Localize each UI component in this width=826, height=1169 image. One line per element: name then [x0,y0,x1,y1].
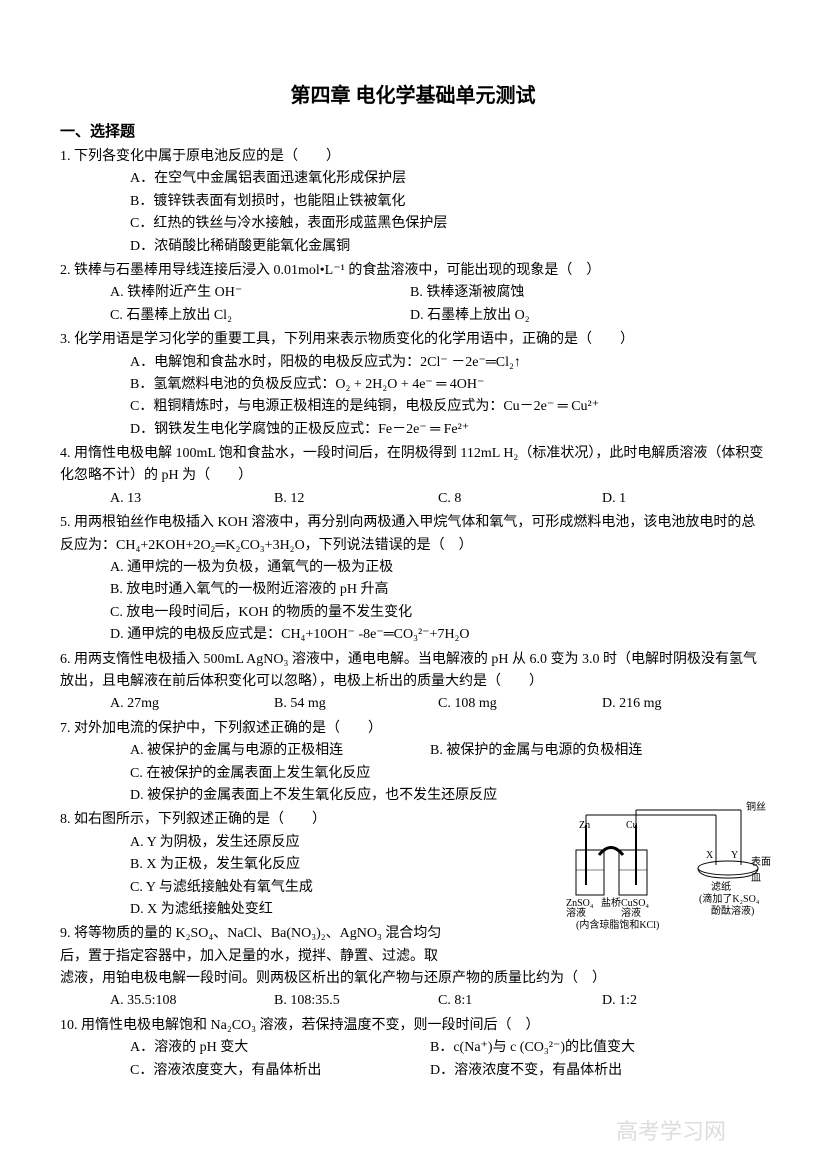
q5-option-c: C. 放电一段时间后，KOH 的物质的量不发生变化 [110,602,766,624]
q4-option-a: A. 13 [110,488,274,510]
q2-option-b: B. 铁棒逐渐被腐蚀 [410,282,766,304]
q6-option-c: C. 108 mg [438,693,602,715]
q2-option-a: A. 铁棒附近产生 OH⁻ [110,282,410,304]
q1-option-b: B．镀锌铁表面有划损时，也能阻止铁被氧化 [130,191,766,213]
label-x: X [706,848,713,864]
label-y: Y [731,848,738,864]
section-header: 一、选择题 [60,120,766,144]
question-2: 2. 铁棒与石墨棒用导线连接后浸入 0.01mol•L⁻¹ 的食盐溶液中，可能出… [60,260,766,327]
q3-option-a: A．电解饱和食盐水时，阳极的电极反应式为：2Cl⁻ －2e⁻═Cl₂↑ [130,352,766,374]
q3-option-d: D．钢铁发生电化学腐蚀的正极反应式：Fe－2e⁻ ═ Fe²⁺ [130,419,766,441]
q6-option-a: A. 27mg [110,693,274,715]
q10-option-c: C．溶液浓度变大，有晶体析出 [130,1060,430,1082]
q10-option-b: B．c(Na⁺)与 c (CO₃²⁻)的比值变大 [430,1037,766,1059]
q4-option-d: D. 1 [602,488,766,510]
label-tongsi: 铜丝 [746,800,766,816]
question-3: 3. 化学用语是学习化学的重要工具，下列用来表示物质变化的化学用语中，正确的是（… [60,329,766,441]
q10-stem: 10. 用惰性电极电解饱和 Na₂CO₃ 溶液，若保持温度不变，则一段时间后（ … [60,1015,766,1037]
question-10: 10. 用惰性电极电解饱和 Na₂CO₃ 溶液，若保持温度不变，则一段时间后（ … [60,1015,766,1082]
q5-stem: 5. 用两根铂丝作电极插入 KOH 溶液中，再分别向两极通入甲烷气体和氧气，可形… [60,512,766,557]
label-fentai: 酚酞溶液) [711,904,754,920]
q2-option-c: C. 石墨棒上放出 Cl₂ [110,305,410,327]
q7-option-b: B. 被保护的金属与电源的负极相连 [430,740,766,762]
q10-option-a: A．溶液的 pH 变大 [130,1037,430,1059]
q9-option-a: A. 35.5:108 [110,990,274,1012]
question-7: 7. 对外加电流的保护中，下列叙述正确的是（ ） A. 被保护的金属与电源的正极… [60,718,766,808]
question-5: 5. 用两根铂丝作电极插入 KOH 溶液中，再分别向两极通入甲烷气体和氧气，可形… [60,512,766,646]
q4-stem: 4. 用惰性电极电解 100mL 饱和食盐水，一段时间后，在阴极得到 112mL… [60,443,766,488]
q3-option-b: B．氢氧燃料电池的负极反应式：O₂ + 2H₂O + 4e⁻ ═ 4OH⁻ [130,374,766,396]
watermark: 高考学习网 [616,1114,726,1149]
page-title: 第四章 电化学基础单元测试 [60,80,766,112]
question-4: 4. 用惰性电极电解 100mL 饱和食盐水，一段时间后，在阴极得到 112mL… [60,443,766,510]
q3-option-c: C．粗铜精炼时，与电源正极相连的是纯铜，电极反应式为：Cu－2e⁻ ═ Cu²⁺ [130,396,766,418]
question-1: 1. 下列各变化中属于原电池反应的是（ ） A．在空气中金属铝表面迅速氧化形成保… [60,146,766,258]
q5-option-a: A. 通甲烷的一极为负极，通氧气的一极为正极 [110,557,766,579]
q9-option-d: D. 1:2 [602,990,766,1012]
q9-stem3: 滤液，用铂电极电解一段时间。则两极区析出的氧化产物与还原产物的质量比约为（ ） [60,968,766,990]
q1-option-c: C．红热的铁丝与冷水接触，表面形成蓝黑色保护层 [130,213,766,235]
q9-option-b: B. 108:35.5 [274,990,438,1012]
label-yanqiao: 盐桥 [601,896,621,912]
q9-stem2: 后，置于指定容器中，加入足量的水，搅拌、静置、过滤。取 [60,946,766,968]
label-zn: Zn [579,818,590,834]
label-cu: Cu [626,818,638,834]
q7-stem: 7. 对外加电流的保护中，下列叙述正确的是（ ） [60,718,766,740]
q5-option-d: D. 通甲烷的电极反应式是：CH₄+10OH⁻ -8e⁻═CO₃²⁻+7H₂O [110,624,766,646]
q6-option-b: B. 54 mg [274,693,438,715]
figure-diagram: Zn Cu ZnSO₄ 溶液 CuSO₄ 溶液 盐桥 (内含琼脂饱和KCl) 铜… [571,800,771,930]
q10-option-d: D．溶液浓度不变，有晶体析出 [430,1060,766,1082]
q2-stem: 2. 铁棒与石墨棒用导线连接后浸入 0.01mol•L⁻¹ 的食盐溶液中，可能出… [60,260,766,282]
label-biaomianmin: 表面皿 [751,855,771,887]
label-note: (内含琼脂饱和KCl) [576,918,659,934]
q2-option-d: D. 石墨棒上放出 O₂ [410,305,766,327]
question-6: 6. 用两支惰性电极插入 500mL AgNO₃ 溶液中，通电电解。当电解液的 … [60,649,766,716]
q6-option-d: D. 216 mg [602,693,766,715]
q4-option-b: B. 12 [274,488,438,510]
q1-option-a: A．在空气中金属铝表面迅速氧化形成保护层 [130,168,766,190]
q9-option-c: C. 8:1 [438,990,602,1012]
q5-option-b: B. 放电时通入氧气的一极附近溶液的 pH 升高 [110,579,766,601]
question-9: 9. 将等物质的量的 K₂SO₄、NaCl、Ba(NO₃)₂、AgNO₃ 混合均… [60,923,766,1013]
q4-option-c: C. 8 [438,488,602,510]
q7-option-a: A. 被保护的金属与电源的正极相连 [130,740,430,762]
q3-stem: 3. 化学用语是学习化学的重要工具，下列用来表示物质变化的化学用语中，正确的是（… [60,329,766,351]
q7-option-c: C. 在被保护的金属表面上发生氧化反应 [130,763,766,785]
q1-option-d: D．浓硝酸比稀硝酸更能氧化金属铜 [130,236,766,258]
q6-stem: 6. 用两支惰性电极插入 500mL AgNO₃ 溶液中，通电电解。当电解液的 … [60,649,766,694]
q1-stem: 1. 下列各变化中属于原电池反应的是（ ） [60,146,766,168]
